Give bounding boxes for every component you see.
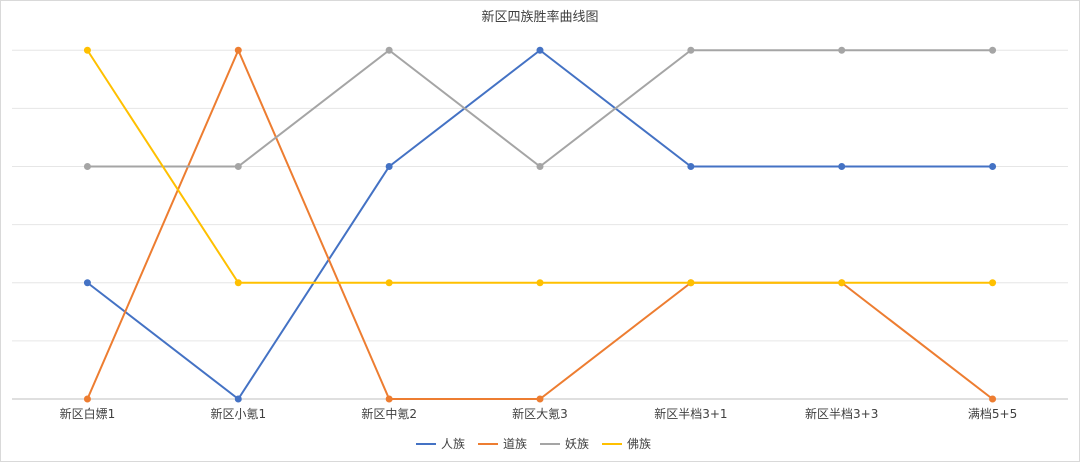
data-point <box>385 163 393 170</box>
x-tick-label: 新区大氪3 <box>512 406 568 421</box>
data-point <box>536 395 544 403</box>
data-point <box>687 46 695 54</box>
x-tick-label: 新区半档3+3 <box>805 406 878 421</box>
x-tick-label: 满档5+5 <box>968 407 1017 421</box>
legend: 人族 道族 妖族 佛族 <box>416 437 651 451</box>
data-point <box>83 163 91 170</box>
data-point <box>83 395 91 403</box>
data-point <box>234 395 242 403</box>
x-tick-label: 新区白嫖1 <box>60 406 116 421</box>
data-point <box>234 46 242 54</box>
series-3 <box>83 46 997 287</box>
data-point <box>989 279 997 287</box>
data-point <box>536 163 544 170</box>
data-point <box>385 279 393 287</box>
x-tick-label: 新区小氪1 <box>210 406 266 421</box>
data-point <box>234 279 242 287</box>
data-point <box>838 279 846 287</box>
data-point <box>83 46 91 54</box>
data-point <box>989 395 997 403</box>
data-point <box>838 46 846 54</box>
legend-label: 妖族 <box>565 437 589 451</box>
series-group <box>83 46 997 403</box>
x-tick-label: 新区中氪2 <box>361 406 417 421</box>
series-0 <box>83 46 997 403</box>
data-point <box>989 163 997 170</box>
data-point <box>687 163 695 170</box>
data-point <box>536 46 544 54</box>
data-point <box>838 163 846 170</box>
data-point <box>385 46 393 54</box>
chart-title: 新区四族胜率曲线图 <box>481 9 598 25</box>
x-axis: 新区白嫖1 新区小氪1 新区中氪2 新区大氪3 新区半档3+1 新区半档3+3 满档5+5 <box>12 398 1068 421</box>
data-point <box>83 279 91 287</box>
x-tick-label: 新区半档3+1 <box>654 406 727 421</box>
data-point <box>536 279 544 287</box>
data-point <box>989 46 997 54</box>
legend-label: 佛族 <box>627 437 651 451</box>
legend-label: 道族 <box>503 437 527 451</box>
data-point <box>385 395 393 403</box>
data-point <box>687 279 695 287</box>
series-2 <box>83 46 997 170</box>
data-point <box>234 163 242 170</box>
legend-label: 人族 <box>441 437 465 451</box>
